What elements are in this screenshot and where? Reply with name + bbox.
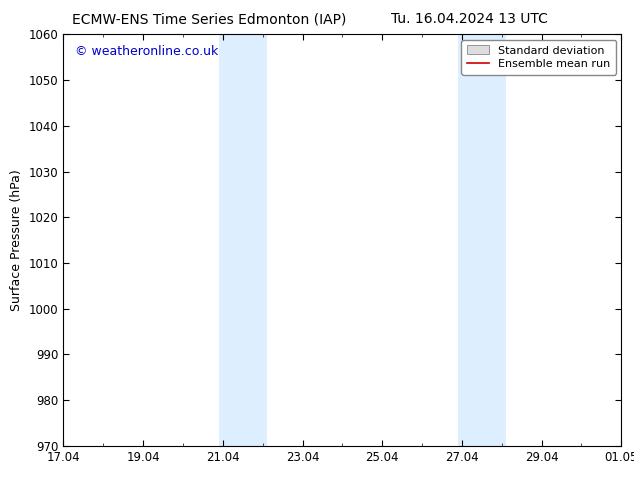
Text: Tu. 16.04.2024 13 UTC: Tu. 16.04.2024 13 UTC: [391, 12, 548, 26]
Bar: [219, 34, 267, 446]
Bar: [458, 34, 506, 446]
Text: © weatheronline.co.uk: © weatheronline.co.uk: [75, 45, 218, 58]
Text: ECMW-ENS Time Series Edmonton (IAP): ECMW-ENS Time Series Edmonton (IAP): [72, 12, 346, 26]
Legend: Standard deviation, Ensemble mean run: Standard deviation, Ensemble mean run: [462, 40, 616, 74]
Y-axis label: Surface Pressure (hPa): Surface Pressure (hPa): [10, 169, 23, 311]
